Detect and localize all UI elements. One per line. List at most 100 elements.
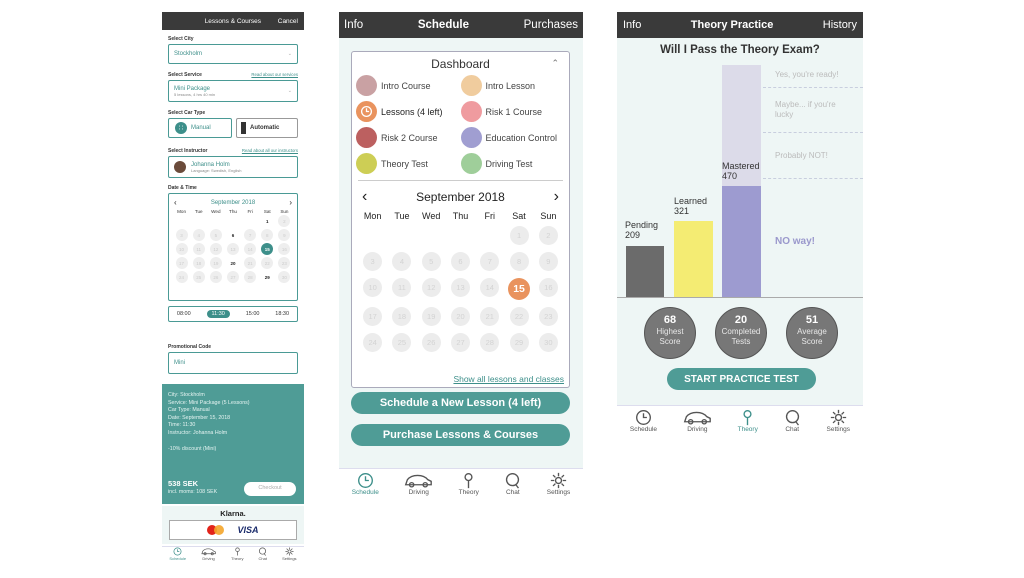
tab-driving[interactable]: Driving — [404, 472, 433, 496]
tab-driving[interactable]: Driving — [683, 409, 712, 433]
calendar-day[interactable]: 23 — [278, 257, 291, 269]
calendar-day[interactable]: 2 — [538, 226, 558, 245]
calendar-day[interactable]: 8 — [261, 229, 274, 241]
calendar-day[interactable]: 28 — [244, 271, 257, 283]
calendar-day[interactable]: 11 — [192, 243, 205, 255]
calendar-day[interactable]: 28 — [480, 333, 500, 352]
calendar-day[interactable]: 2 — [278, 215, 291, 227]
tab-schedule[interactable]: Schedule — [630, 409, 657, 433]
tab-schedule[interactable]: Schedule — [169, 547, 186, 561]
info-button[interactable]: Info — [344, 19, 364, 31]
calendar-day[interactable]: 24 — [175, 271, 188, 283]
calendar-day[interactable]: 17 — [363, 307, 383, 326]
calendar-day[interactable]: 18 — [192, 257, 205, 269]
calendar-day[interactable]: 1 — [509, 226, 529, 245]
calendar-day[interactable]: 29 — [509, 333, 529, 352]
calendar-day[interactable]: 19 — [209, 257, 222, 269]
calendar-day[interactable]: 30 — [278, 271, 291, 283]
instructor-select[interactable]: Johanna Holm Language: Swedish, English — [168, 156, 298, 178]
calendar-day[interactable]: 9 — [278, 229, 291, 241]
calendar-day[interactable]: 24 — [363, 333, 383, 352]
tab-driving[interactable]: Driving — [201, 547, 216, 561]
calendar-day[interactable]: 30 — [538, 333, 558, 352]
manual-option[interactable]: ∷ Manual — [168, 118, 232, 138]
tab-schedule[interactable]: Schedule — [352, 472, 379, 496]
info-button[interactable]: Info — [623, 19, 642, 31]
purchase-button[interactable]: Purchase Lessons & Courses — [351, 424, 570, 446]
instructors-link[interactable]: Read about all our instructors — [241, 148, 298, 153]
calendar-day[interactable]: 4 — [192, 229, 205, 241]
calendar-day[interactable]: 7 — [244, 229, 257, 241]
tab-chat[interactable]: Chat — [504, 472, 521, 496]
calendar-day[interactable]: 1 — [261, 215, 274, 227]
calendar-day[interactable]: 4 — [392, 252, 412, 271]
checkout-button[interactable]: Checkout — [244, 482, 296, 496]
calendar-day[interactable]: 7 — [480, 252, 500, 271]
tab-settings[interactable]: Settings — [547, 472, 570, 496]
calendar-day[interactable]: 6 — [450, 252, 470, 271]
calendar-day[interactable]: 5 — [209, 229, 222, 241]
calendar-day[interactable]: 12 — [209, 243, 222, 255]
services-link[interactable]: Read about our services — [251, 72, 298, 77]
calendar-day[interactable]: 26 — [421, 333, 441, 352]
tab-theory[interactable]: Theory — [738, 409, 758, 433]
time-slot[interactable]: 15:00 — [245, 311, 260, 317]
calendar-day[interactable]: 27 — [450, 333, 470, 352]
calendar-day[interactable]: 21 — [244, 257, 257, 269]
calendar-day[interactable]: 25 — [392, 333, 412, 352]
calendar-day[interactable]: 21 — [480, 307, 500, 326]
calendar-day[interactable]: 25 — [192, 271, 205, 283]
calendar-day[interactable]: 5 — [421, 252, 441, 271]
calendar-day[interactable]: 26 — [209, 271, 222, 283]
calendar-day[interactable]: 16 — [278, 243, 291, 255]
calendar-day[interactable]: 15 — [508, 278, 531, 300]
calendar-day[interactable]: 10 — [363, 278, 383, 297]
time-slot[interactable]: 08:00 — [176, 311, 191, 317]
calendar-day[interactable]: 13 — [450, 278, 470, 297]
collapse-icon[interactable]: ⌃ — [551, 58, 559, 68]
calendar-day[interactable]: 6 — [226, 229, 239, 241]
automatic-option[interactable]: Automatic — [236, 118, 298, 138]
prev-month-button[interactable]: ‹ — [174, 198, 177, 207]
calendar-day[interactable]: 27 — [226, 271, 239, 283]
calendar-day[interactable]: 23 — [538, 307, 558, 326]
purchases-button[interactable]: Purchases — [523, 19, 578, 31]
time-slot[interactable]: 18:30 — [275, 311, 290, 317]
promo-input[interactable]: Mini — [168, 352, 298, 374]
calendar-day[interactable]: 12 — [421, 278, 441, 297]
calendar-day[interactable]: 3 — [363, 252, 383, 271]
start-practice-button[interactable]: START PRACTICE TEST — [667, 368, 816, 390]
calendar-day[interactable]: 22 — [509, 307, 529, 326]
tab-chat[interactable]: Chat — [784, 409, 801, 433]
calendar-day[interactable]: 20 — [226, 257, 239, 269]
city-select[interactable]: Stockholm ⌄ — [168, 44, 298, 64]
tab-chat[interactable]: Chat — [258, 547, 267, 561]
cancel-button[interactable]: Cancel — [277, 17, 298, 25]
tab-theory[interactable]: Theory — [231, 547, 243, 561]
tab-settings[interactable]: Settings — [282, 547, 297, 561]
next-month-button[interactable]: › — [553, 188, 559, 205]
calendar-day[interactable]: 18 — [392, 307, 412, 326]
schedule-lesson-button[interactable]: Schedule a New Lesson (4 left) — [351, 392, 570, 414]
calendar-day[interactable]: 20 — [450, 307, 470, 326]
calendar-day[interactable]: 14 — [244, 243, 257, 255]
calendar-day[interactable]: 17 — [175, 257, 188, 269]
calendar-day[interactable]: 8 — [509, 252, 529, 271]
history-button[interactable]: History — [822, 19, 857, 31]
calendar-day[interactable]: 16 — [538, 278, 558, 297]
calendar-day[interactable]: 19 — [421, 307, 441, 326]
next-month-button[interactable]: › — [289, 198, 292, 207]
tab-theory[interactable]: Theory — [459, 472, 479, 496]
service-select[interactable]: Mini Package 5 lessons, 4 hrs 40 min ⌄ — [168, 80, 298, 102]
calendar-day[interactable]: 15 — [261, 243, 274, 255]
prev-month-button[interactable]: ‹ — [362, 188, 368, 205]
time-slot[interactable]: 11:30 — [206, 310, 230, 318]
calendar-day[interactable]: 14 — [480, 278, 500, 297]
show-all-link[interactable]: Show all lessons and classes — [453, 374, 564, 384]
calendar-day[interactable]: 22 — [261, 257, 274, 269]
calendar-day[interactable]: 10 — [175, 243, 188, 255]
tab-settings[interactable]: Settings — [827, 409, 850, 433]
calendar-day[interactable]: 29 — [261, 271, 274, 283]
calendar-day[interactable]: 9 — [538, 252, 558, 271]
calendar-day[interactable]: 3 — [175, 229, 188, 241]
